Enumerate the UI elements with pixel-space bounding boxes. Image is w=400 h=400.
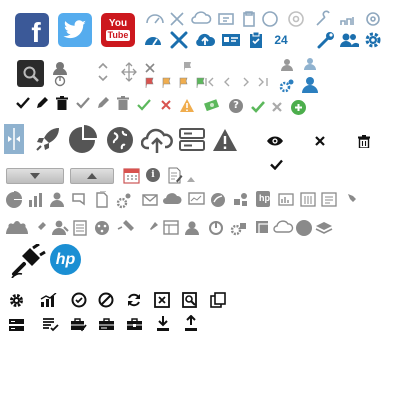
flag-icons <box>144 76 206 90</box>
twitter-icon[interactable] <box>58 13 92 47</box>
help-question-mark: ? <box>233 100 239 111</box>
cancel-gray-icon[interactable] <box>271 101 283 113</box>
trash-icon[interactable] <box>55 95 69 110</box>
tools-icon[interactable] <box>169 30 189 50</box>
edit-document-icon[interactable] <box>166 166 184 184</box>
warning-icon[interactable] <box>180 98 194 112</box>
hp-logo-text: hp <box>55 250 76 268</box>
gray-icon-strip-2 <box>6 220 333 236</box>
download-icon[interactable] <box>155 314 171 332</box>
dashboard-icon[interactable] <box>143 30 163 50</box>
server-icon[interactable] <box>178 126 206 154</box>
rocket-icon[interactable] <box>34 124 62 154</box>
search-document-icon[interactable] <box>181 291 198 308</box>
cogs-blue-icon[interactable] <box>278 76 296 94</box>
ok-icon[interactable] <box>137 98 151 112</box>
trash-small-icon[interactable] <box>357 134 371 148</box>
close-icon[interactable] <box>144 62 156 74</box>
pencil-icon[interactable] <box>35 96 49 110</box>
pager-icons <box>204 75 270 89</box>
list-check-icon[interactable] <box>41 316 59 332</box>
cancel-icon[interactable] <box>160 99 172 111</box>
top-strip-gray-icons <box>146 10 380 27</box>
info-letter: i <box>151 169 155 180</box>
wrench-icon[interactable] <box>316 30 336 50</box>
resize-grip-icon[interactable] <box>187 176 195 182</box>
ok-green-icon[interactable] <box>251 100 265 114</box>
pie-chart-icon[interactable] <box>66 124 98 156</box>
user-admin-icon[interactable] <box>300 75 320 95</box>
close-small-icon[interactable] <box>314 135 326 147</box>
pencil-gray-icon[interactable] <box>96 96 110 110</box>
comment-button[interactable] <box>70 168 114 184</box>
check-circle-icon[interactable] <box>70 291 87 308</box>
calendar-day-label: 24 <box>274 33 288 47</box>
trash-gray-icon[interactable] <box>116 95 130 110</box>
facebook-letter: f <box>31 17 41 48</box>
user-blue-icon[interactable] <box>301 56 319 74</box>
youtube-tube-label: Tube <box>105 30 131 41</box>
split-icon[interactable] <box>4 124 24 154</box>
server-small-icon[interactable] <box>7 317 25 332</box>
settings-icon[interactable] <box>8 292 24 308</box>
user-power-icon[interactable] <box>50 60 70 87</box>
check-icon[interactable] <box>16 96 30 110</box>
cloud-upload-icon[interactable] <box>194 30 216 50</box>
twitter-bird-icon <box>63 20 86 39</box>
eye-icon[interactable] <box>266 134 284 148</box>
user-group-gray-icon[interactable] <box>278 57 296 75</box>
close-box-icon[interactable] <box>153 291 170 308</box>
search-icon[interactable] <box>17 60 44 87</box>
history-24-icon[interactable]: 24 <box>270 29 292 51</box>
upload-icon[interactable] <box>183 314 199 332</box>
dropdown-button[interactable] <box>6 168 64 184</box>
up-down-arrows-icon[interactable] <box>96 60 110 84</box>
chevron-up-icon <box>87 173 97 179</box>
clipboard-icon[interactable] <box>247 30 265 50</box>
id-card-icon[interactable] <box>221 30 241 50</box>
users-icon[interactable] <box>339 30 359 50</box>
youtube-icon[interactable]: You Tube <box>101 13 135 47</box>
chevron-down-icon <box>30 173 40 179</box>
gray-icon-strip-1 <box>6 191 356 209</box>
hp-mini-label: hp <box>259 193 270 203</box>
ban-icon[interactable] <box>97 291 114 308</box>
globe-icon[interactable] <box>104 124 136 156</box>
hp-logo[interactable]: hp <box>50 244 81 275</box>
copy-icon[interactable] <box>209 291 226 308</box>
briefcase-icon[interactable] <box>125 316 143 332</box>
money-icon[interactable] <box>203 97 221 113</box>
warning-large-icon[interactable] <box>211 126 239 154</box>
check-gray-icon[interactable] <box>76 96 90 110</box>
refresh-icon[interactable] <box>125 291 142 308</box>
calendar-icon[interactable] <box>122 166 140 184</box>
briefcase-check-icon[interactable] <box>69 316 87 332</box>
flag-icon[interactable] <box>182 60 194 74</box>
add-icon[interactable] <box>291 100 306 115</box>
cloud-upload-large-icon[interactable] <box>140 124 174 156</box>
briefcase-list-icon[interactable] <box>97 316 115 332</box>
youtube-you-label: You <box>108 18 128 29</box>
plug-icon[interactable] <box>10 244 46 278</box>
facebook-icon[interactable]: f <box>15 13 49 47</box>
cog-icon[interactable] <box>363 30 383 50</box>
help-icon[interactable]: ? <box>229 99 243 113</box>
move-icon[interactable] <box>119 60 139 84</box>
bar-chart-icon[interactable] <box>39 292 57 308</box>
info-icon[interactable]: i <box>146 168 160 182</box>
checkmark-icon[interactable] <box>269 157 283 171</box>
